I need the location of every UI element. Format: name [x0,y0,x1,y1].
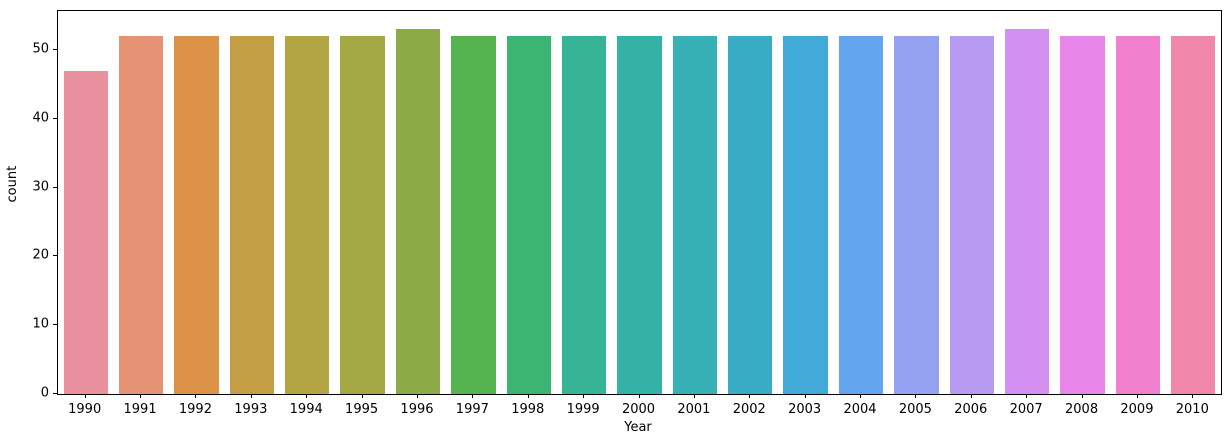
x-tick-label: 2010 [1175,402,1209,417]
x-tick-mark [749,394,751,398]
y-tick-mark [53,186,57,188]
x-tick-label: 1991 [123,402,157,417]
x-tick-mark [1026,394,1028,398]
bar-2007 [1005,29,1050,394]
bar-1990 [63,70,108,394]
x-tick-label: 2004 [843,402,877,417]
bar-2005 [894,36,939,394]
x-tick-label: 2006 [954,402,988,417]
x-tick-mark [638,394,640,398]
x-tick-label: 2009 [1120,402,1154,417]
x-tick-mark [860,394,862,398]
bar-1992 [174,36,219,394]
x-tick-mark [1081,394,1083,398]
x-tick-label: 1994 [289,402,323,417]
x-tick-mark [583,394,585,398]
bar-2006 [949,36,994,394]
y-tick-mark [53,393,57,394]
y-axis-label: count [4,165,20,203]
bar-2010 [1171,36,1216,394]
x-tick-label: 2003 [788,402,822,417]
bar-2002 [728,36,773,394]
x-tick-mark [693,394,695,398]
x-tick-mark [361,394,363,398]
x-tick-mark [804,394,806,398]
y-tick-mark [53,117,57,119]
bar-2001 [672,36,718,394]
bar-1999 [561,36,607,394]
bar-2004 [838,36,884,394]
y-tick-mark [53,255,57,257]
x-tick-mark [84,394,86,398]
x-tick-label: 2000 [621,402,656,417]
y-tick-mark [53,48,57,50]
plot-area [57,10,1222,395]
bar-1995 [340,36,385,394]
x-tick-mark [527,394,529,398]
y-tick-mark [53,324,57,326]
x-tick-mark [250,394,252,398]
x-tick-label: 1997 [455,402,489,417]
x-tick-label: 2001 [677,402,711,417]
x-tick-label: 1998 [511,402,545,417]
x-tick-mark [195,394,197,398]
bar-2009 [1115,36,1161,394]
bar-1993 [229,36,274,394]
bar-2008 [1060,36,1105,394]
x-tick-label: 1996 [400,402,434,417]
bar-1997 [451,36,496,394]
x-tick-mark [472,394,474,398]
x-tick-mark [915,394,917,398]
bar-1996 [395,29,441,394]
bar-2003 [783,36,828,394]
y-tick-label: 30 [32,179,49,195]
y-tick-label: 0 [40,385,49,401]
x-tick-label: 1995 [345,402,379,417]
bar-1991 [118,36,164,394]
x-tick-label: 1992 [178,402,212,417]
x-tick-mark [140,394,142,398]
x-tick-label: 2002 [732,402,766,417]
x-tick-label: 1990 [68,402,102,417]
x-tick-mark [416,394,418,398]
x-tick-label: 1999 [566,402,600,417]
x-tick-label: 2005 [898,402,932,417]
x-tick-mark [970,394,972,398]
x-tick-label: 2008 [1065,402,1099,417]
x-axis-label: Year [624,420,652,435]
x-tick-label: 1993 [234,402,268,417]
y-tick-label: 50 [32,41,49,57]
x-tick-label: 2007 [1009,402,1043,417]
bar-1994 [285,36,330,394]
y-tick-label: 10 [32,316,49,332]
bar-1998 [506,36,551,394]
y-tick-label: 20 [32,247,49,263]
bar-2000 [617,36,662,394]
y-tick-label: 40 [32,110,49,126]
x-tick-mark [306,394,308,398]
x-tick-mark [1192,394,1194,398]
x-tick-mark [1136,394,1138,398]
